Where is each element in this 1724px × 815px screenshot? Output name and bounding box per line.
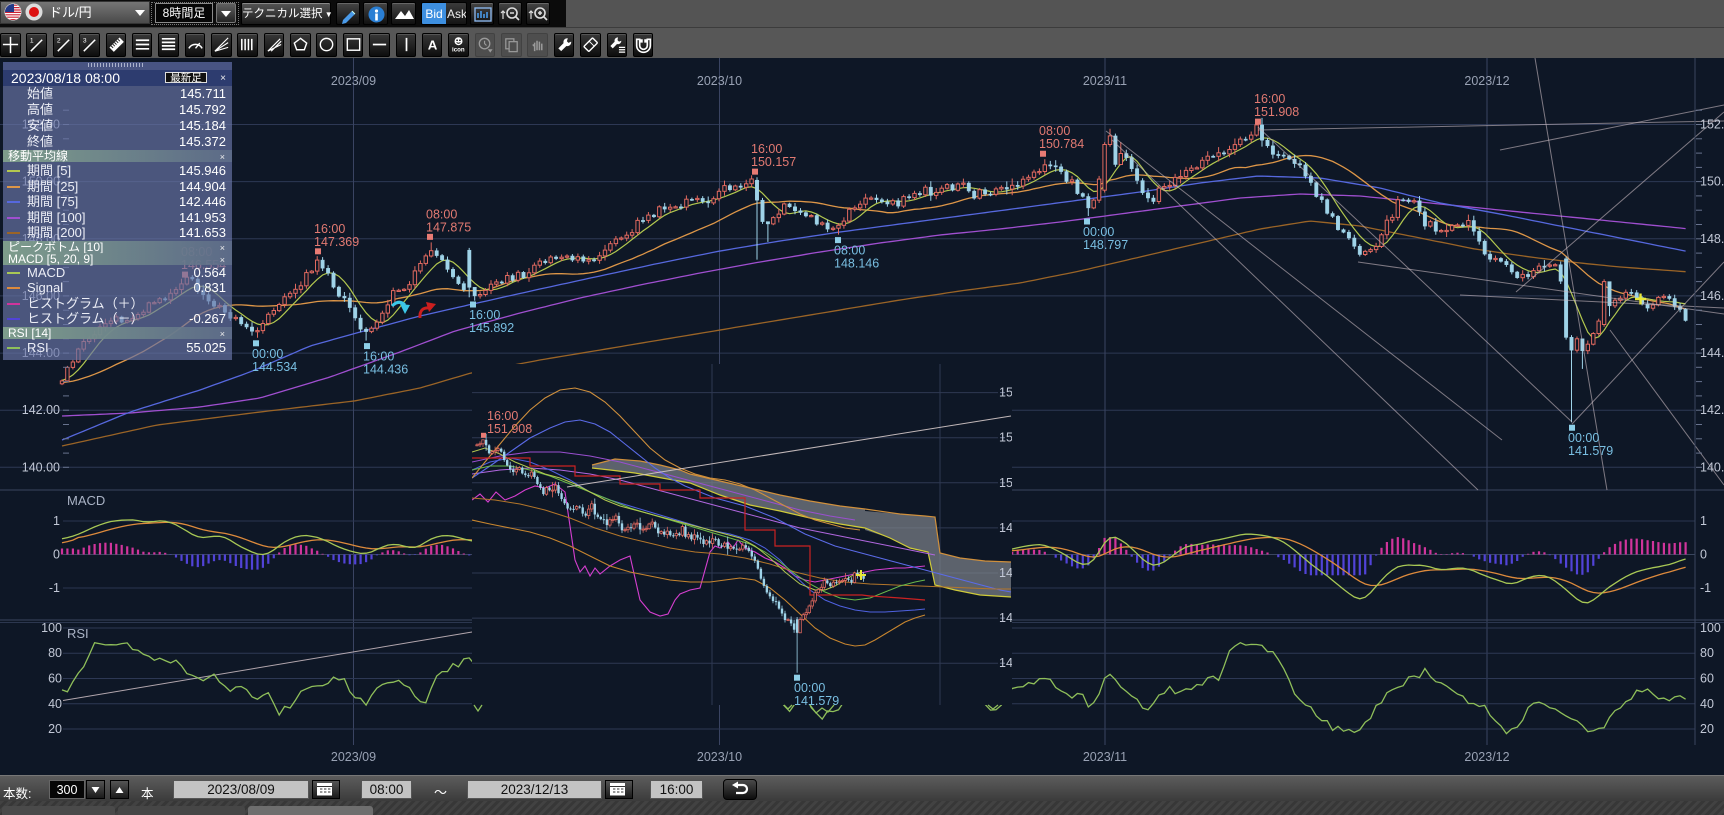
svg-text:40: 40 — [48, 697, 62, 711]
svg-text:MACD: MACD — [67, 493, 105, 508]
svg-text:152.00: 152.00 — [1700, 118, 1724, 132]
svg-text:151.908: 151.908 — [1254, 105, 1299, 119]
svg-text:00:00: 00:00 — [1083, 225, 1114, 239]
svg-text:60: 60 — [1700, 672, 1714, 686]
svg-text:A: A — [428, 37, 438, 52]
svg-text:ドル/円: ドル/円 — [49, 5, 92, 20]
svg-text:2023/11: 2023/11 — [1083, 750, 1127, 764]
svg-text:2023/11: 2023/11 — [1083, 74, 1127, 88]
svg-text:16:00: 16:00 — [751, 142, 782, 156]
svg-text:142.00: 142.00 — [1700, 403, 1724, 417]
svg-text:16:00: 16:00 — [314, 222, 345, 236]
svg-text:142.00: 142.00 — [22, 403, 60, 417]
svg-text:14: 14 — [999, 656, 1013, 670]
svg-text:20: 20 — [48, 722, 62, 736]
svg-text:00:00: 00:00 — [794, 681, 825, 695]
svg-text:icon: icon — [452, 46, 465, 53]
svg-text:08:00: 08:00 — [1039, 124, 1070, 138]
svg-text:148.00: 148.00 — [1700, 232, 1724, 246]
svg-text:20: 20 — [1700, 722, 1714, 736]
svg-text:144.00: 144.00 — [1700, 346, 1724, 360]
svg-text:1: 1 — [1700, 514, 1707, 528]
svg-text:145.892: 145.892 — [469, 321, 514, 335]
svg-text:2023/09: 2023/09 — [331, 74, 376, 88]
svg-text:40: 40 — [1700, 697, 1714, 711]
svg-text:144.436: 144.436 — [363, 363, 408, 377]
svg-text:RSI: RSI — [67, 626, 89, 641]
svg-text:14: 14 — [999, 521, 1013, 535]
svg-text:16:00: 16:00 — [469, 308, 500, 322]
svg-text:16:00: 16:00 — [487, 409, 518, 423]
svg-text:2023/10: 2023/10 — [697, 74, 742, 88]
svg-text:00:00: 00:00 — [252, 347, 283, 361]
svg-text:08:00: 08:00 — [834, 244, 865, 258]
svg-text:1: 1 — [30, 37, 34, 44]
svg-text:147.369: 147.369 — [314, 235, 359, 249]
svg-text:141.579: 141.579 — [1568, 444, 1613, 458]
svg-text:148.146: 148.146 — [834, 257, 879, 271]
svg-text:08:00: 08:00 — [426, 207, 457, 221]
svg-text:150.784: 150.784 — [1039, 137, 1084, 151]
svg-text:147.875: 147.875 — [426, 220, 471, 234]
svg-text:140.00: 140.00 — [22, 460, 60, 474]
svg-text:-1: -1 — [1700, 581, 1711, 595]
svg-text:2: 2 — [57, 37, 61, 44]
svg-text:0: 0 — [1700, 548, 1707, 562]
svg-text:00:00: 00:00 — [1568, 431, 1599, 445]
svg-text:2023/12: 2023/12 — [1464, 74, 1509, 88]
svg-text:151.908: 151.908 — [487, 422, 532, 436]
svg-text:100: 100 — [41, 621, 62, 635]
svg-text:60: 60 — [48, 672, 62, 686]
svg-text:-1: -1 — [49, 581, 60, 595]
svg-text:14: 14 — [999, 611, 1013, 625]
svg-text:144.534: 144.534 — [252, 360, 297, 374]
svg-text:2023/10: 2023/10 — [697, 750, 742, 764]
svg-text:2023/12: 2023/12 — [1464, 750, 1509, 764]
svg-text:100: 100 — [1700, 621, 1721, 635]
svg-text:80: 80 — [48, 646, 62, 660]
svg-text:16:00: 16:00 — [1254, 92, 1285, 106]
svg-text:150.00: 150.00 — [1700, 175, 1724, 189]
svg-text:15: 15 — [999, 431, 1013, 445]
svg-text:80: 80 — [1700, 646, 1714, 660]
svg-text:141.579: 141.579 — [794, 694, 839, 708]
svg-text:146.00: 146.00 — [1700, 289, 1724, 303]
svg-text:2023/09: 2023/09 — [331, 750, 376, 764]
svg-text:148.797: 148.797 — [1083, 238, 1128, 252]
svg-text:15: 15 — [999, 386, 1013, 400]
svg-text:0: 0 — [53, 548, 60, 562]
svg-text:16:00: 16:00 — [363, 350, 394, 364]
svg-text:3: 3 — [83, 37, 87, 44]
svg-text:140.00: 140.00 — [1700, 460, 1724, 474]
svg-text:15: 15 — [999, 476, 1013, 490]
svg-text:14: 14 — [999, 566, 1013, 580]
svg-text:1: 1 — [53, 514, 60, 528]
svg-text:150.157: 150.157 — [751, 155, 796, 169]
